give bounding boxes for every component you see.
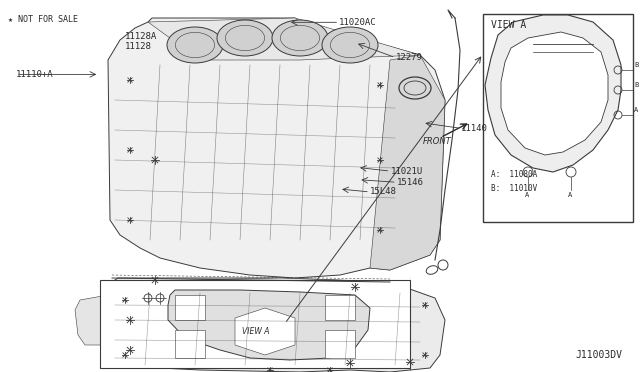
- Polygon shape: [325, 295, 355, 320]
- Text: A: A: [525, 192, 529, 198]
- Ellipse shape: [217, 20, 273, 56]
- Text: 15146: 15146: [397, 178, 424, 187]
- Text: 12279: 12279: [396, 53, 422, 62]
- Ellipse shape: [322, 27, 378, 63]
- Polygon shape: [75, 295, 108, 345]
- Polygon shape: [168, 290, 370, 360]
- Text: 11128A: 11128A: [125, 32, 157, 41]
- Text: 11128: 11128: [125, 42, 152, 51]
- Polygon shape: [175, 295, 205, 320]
- Bar: [100, 280, 410, 368]
- Text: 11020AC: 11020AC: [339, 18, 377, 27]
- Polygon shape: [108, 18, 445, 278]
- Text: J11003DV: J11003DV: [575, 350, 622, 360]
- Text: 11021U: 11021U: [390, 167, 422, 176]
- Polygon shape: [325, 330, 355, 358]
- Text: A: A: [634, 107, 638, 113]
- Polygon shape: [112, 278, 390, 293]
- Text: FRONT: FRONT: [422, 137, 451, 146]
- Polygon shape: [501, 32, 608, 155]
- Polygon shape: [175, 330, 205, 358]
- Bar: [483, 14, 633, 222]
- Polygon shape: [370, 55, 445, 270]
- Text: B: B: [634, 62, 638, 68]
- Polygon shape: [105, 278, 445, 372]
- Text: 15L48: 15L48: [370, 187, 397, 196]
- Text: VIEW A: VIEW A: [243, 327, 269, 336]
- Polygon shape: [235, 308, 295, 355]
- Text: B: B: [634, 82, 638, 88]
- Polygon shape: [148, 18, 420, 60]
- Text: B:  11010V: B: 11010V: [491, 184, 537, 193]
- Text: A:  11080A: A: 11080A: [491, 170, 537, 179]
- Text: A: A: [568, 192, 572, 198]
- Polygon shape: [485, 15, 621, 172]
- Ellipse shape: [167, 27, 223, 63]
- Text: VIEW A: VIEW A: [491, 20, 526, 30]
- Text: ★ NOT FOR SALE: ★ NOT FOR SALE: [8, 15, 78, 24]
- Text: 11110+A: 11110+A: [16, 70, 54, 79]
- Ellipse shape: [272, 20, 328, 56]
- Text: 11140: 11140: [461, 124, 488, 133]
